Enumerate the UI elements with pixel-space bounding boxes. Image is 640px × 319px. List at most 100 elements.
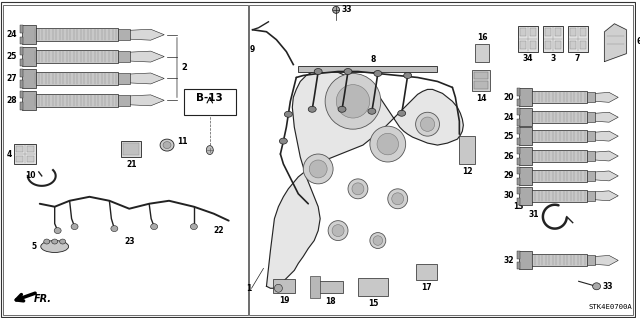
Bar xyxy=(14,144,36,164)
Ellipse shape xyxy=(206,145,213,154)
Text: 15: 15 xyxy=(367,299,378,308)
Bar xyxy=(122,141,141,157)
Bar xyxy=(555,41,561,49)
Bar xyxy=(33,50,118,63)
Text: 22: 22 xyxy=(214,226,224,235)
Bar xyxy=(580,41,586,49)
Ellipse shape xyxy=(111,226,118,232)
Bar xyxy=(517,187,520,194)
Bar xyxy=(273,279,295,293)
Bar xyxy=(460,136,476,164)
Bar xyxy=(517,99,520,106)
Text: 3: 3 xyxy=(550,54,556,63)
Bar xyxy=(20,47,23,55)
Bar xyxy=(568,26,588,52)
Ellipse shape xyxy=(71,224,78,230)
Text: 26: 26 xyxy=(504,152,514,160)
Circle shape xyxy=(352,183,364,195)
Bar xyxy=(472,70,490,91)
Bar xyxy=(474,71,488,79)
Circle shape xyxy=(325,73,381,129)
Bar xyxy=(118,51,131,62)
Text: 31: 31 xyxy=(529,210,539,219)
Text: 23: 23 xyxy=(124,237,134,246)
Bar xyxy=(27,146,34,152)
Bar xyxy=(16,146,22,152)
Circle shape xyxy=(370,233,386,249)
Text: 7: 7 xyxy=(575,54,580,63)
Bar xyxy=(20,80,23,88)
Text: 28: 28 xyxy=(6,96,17,105)
Text: 14: 14 xyxy=(476,94,486,103)
Bar xyxy=(520,41,526,49)
Bar xyxy=(184,89,236,115)
Bar xyxy=(22,91,36,110)
Bar xyxy=(530,28,536,36)
Bar xyxy=(517,119,520,126)
Polygon shape xyxy=(605,24,627,62)
Text: 27: 27 xyxy=(6,74,17,83)
Bar xyxy=(20,37,23,44)
Text: 10: 10 xyxy=(26,171,36,181)
Bar xyxy=(3,5,248,315)
Polygon shape xyxy=(595,112,618,122)
Bar xyxy=(20,69,23,77)
Bar xyxy=(22,69,36,88)
Text: 33: 33 xyxy=(341,5,351,14)
Bar xyxy=(517,127,520,134)
Bar xyxy=(519,147,532,165)
Bar xyxy=(517,197,520,205)
Ellipse shape xyxy=(275,284,282,292)
Text: 4: 4 xyxy=(6,150,12,159)
Polygon shape xyxy=(131,95,164,106)
Bar xyxy=(587,256,595,265)
Bar xyxy=(555,28,561,36)
Polygon shape xyxy=(595,171,618,181)
Bar xyxy=(545,28,551,36)
Polygon shape xyxy=(595,151,618,161)
Text: 13: 13 xyxy=(513,202,524,211)
Bar xyxy=(520,28,526,36)
Bar xyxy=(476,44,489,62)
Text: 5: 5 xyxy=(31,242,36,251)
Polygon shape xyxy=(131,51,164,62)
Bar xyxy=(415,264,438,280)
Polygon shape xyxy=(266,70,463,288)
Polygon shape xyxy=(595,131,618,141)
Bar xyxy=(310,276,320,298)
Text: 19: 19 xyxy=(279,296,290,305)
Text: 16: 16 xyxy=(477,33,488,42)
Polygon shape xyxy=(131,73,164,84)
Text: 18: 18 xyxy=(324,297,335,306)
Ellipse shape xyxy=(44,239,50,244)
Bar xyxy=(519,127,532,145)
Ellipse shape xyxy=(150,224,157,230)
Circle shape xyxy=(309,160,327,178)
Ellipse shape xyxy=(397,110,406,116)
Bar xyxy=(474,81,488,89)
Bar xyxy=(517,262,520,269)
Bar xyxy=(519,167,532,185)
Bar xyxy=(517,147,520,154)
Bar xyxy=(519,108,532,126)
Bar xyxy=(27,156,34,162)
Bar xyxy=(20,91,23,98)
Bar xyxy=(529,150,587,162)
Bar xyxy=(118,95,131,106)
Bar xyxy=(358,278,388,296)
Bar xyxy=(519,88,532,106)
Circle shape xyxy=(420,117,435,131)
Bar xyxy=(529,190,587,202)
Circle shape xyxy=(370,126,406,162)
Bar xyxy=(248,5,634,315)
Ellipse shape xyxy=(338,106,346,112)
Bar xyxy=(517,167,520,174)
Text: 24: 24 xyxy=(6,30,17,39)
Ellipse shape xyxy=(191,224,197,230)
Text: FR.: FR. xyxy=(34,294,52,304)
Ellipse shape xyxy=(368,108,376,114)
Bar xyxy=(20,25,23,33)
Bar xyxy=(570,41,576,49)
Bar xyxy=(517,158,520,165)
Bar xyxy=(20,58,23,66)
